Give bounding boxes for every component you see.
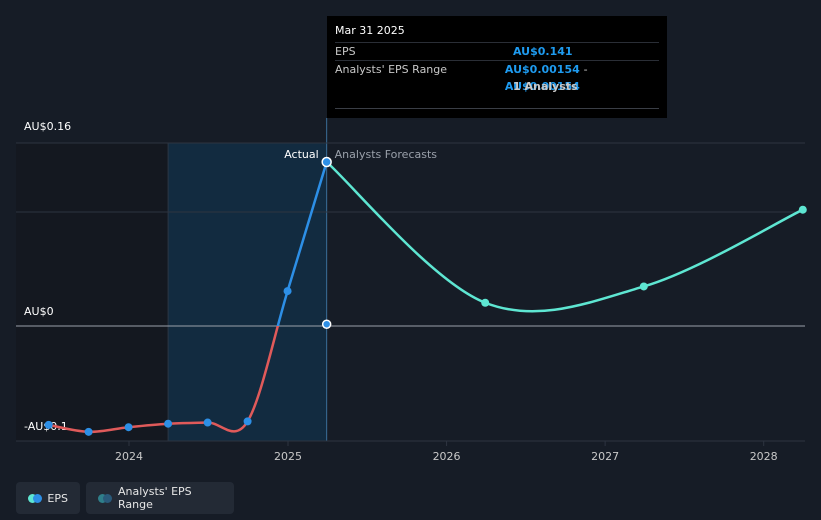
eps-forecast-point bbox=[481, 298, 490, 307]
eps-current-point bbox=[321, 156, 332, 168]
actual-label: Actual bbox=[284, 148, 318, 161]
eps-actual-point bbox=[283, 287, 292, 296]
y-tick-label: AU$0 bbox=[24, 305, 54, 318]
tooltip-range-low: AU$0.00154 bbox=[504, 63, 580, 76]
eps-actual-point bbox=[164, 419, 173, 428]
tooltip-eps-row: EPS AU$0.141 bbox=[335, 42, 659, 60]
eps-forecast-point bbox=[798, 205, 807, 214]
eps-actual-point bbox=[203, 418, 212, 427]
tooltip-analysts-count: 1 Analysts bbox=[513, 80, 578, 93]
legend-item-analysts-range[interactable]: Analysts' EPS Range bbox=[86, 482, 234, 514]
past-region bbox=[16, 143, 169, 441]
tooltip-date: Mar 31 2025 bbox=[335, 24, 405, 37]
tooltip-eps-value: AU$0.141 bbox=[513, 45, 573, 58]
highlight-band bbox=[168, 143, 327, 441]
tooltip-analysts-row: 1 Analysts bbox=[335, 78, 659, 95]
chart-tooltip: Mar 31 2025 EPS AU$0.141 Analysts' EPS R… bbox=[327, 16, 667, 118]
eps-actual-point bbox=[44, 420, 53, 429]
tooltip-range-label: Analysts' EPS Range bbox=[335, 63, 448, 76]
eps-legend-icon bbox=[28, 493, 42, 503]
x-tick-label: 2025 bbox=[274, 450, 302, 463]
tooltip-range-value: AU$0.00154 - AU$0.00154 bbox=[504, 61, 659, 93]
tooltip-range-row: Analysts' EPS Range AU$0.00154 - AU$0.00… bbox=[335, 60, 659, 93]
eps-actual-point bbox=[84, 427, 93, 436]
tooltip-eps-label: EPS bbox=[335, 45, 356, 58]
tooltip-range-separator: - bbox=[583, 63, 588, 76]
range-legend-icon bbox=[98, 493, 112, 503]
analysts-range-point bbox=[321, 319, 332, 329]
eps-forecast-point bbox=[639, 282, 648, 291]
eps-actual-point bbox=[243, 417, 252, 426]
y-tick-label: AU$0.16 bbox=[24, 120, 71, 133]
legend-range-label: Analysts' EPS Range bbox=[118, 485, 192, 511]
eps-forecast-line bbox=[325, 161, 804, 313]
eps-actual-point bbox=[124, 423, 133, 432]
x-tick-label: 2026 bbox=[433, 450, 461, 463]
forecast-label: Analysts Forecasts bbox=[335, 148, 438, 161]
legend-item-eps[interactable]: EPS bbox=[16, 482, 80, 514]
x-tick-label: 2027 bbox=[591, 450, 619, 463]
x-tick-label: 2024 bbox=[115, 450, 143, 463]
legend-eps-label: EPS bbox=[47, 491, 68, 505]
x-tick-label: 2028 bbox=[750, 450, 778, 463]
tooltip-divider bbox=[335, 108, 659, 109]
tooltip-range-high: AU$0.00154 bbox=[504, 80, 580, 93]
